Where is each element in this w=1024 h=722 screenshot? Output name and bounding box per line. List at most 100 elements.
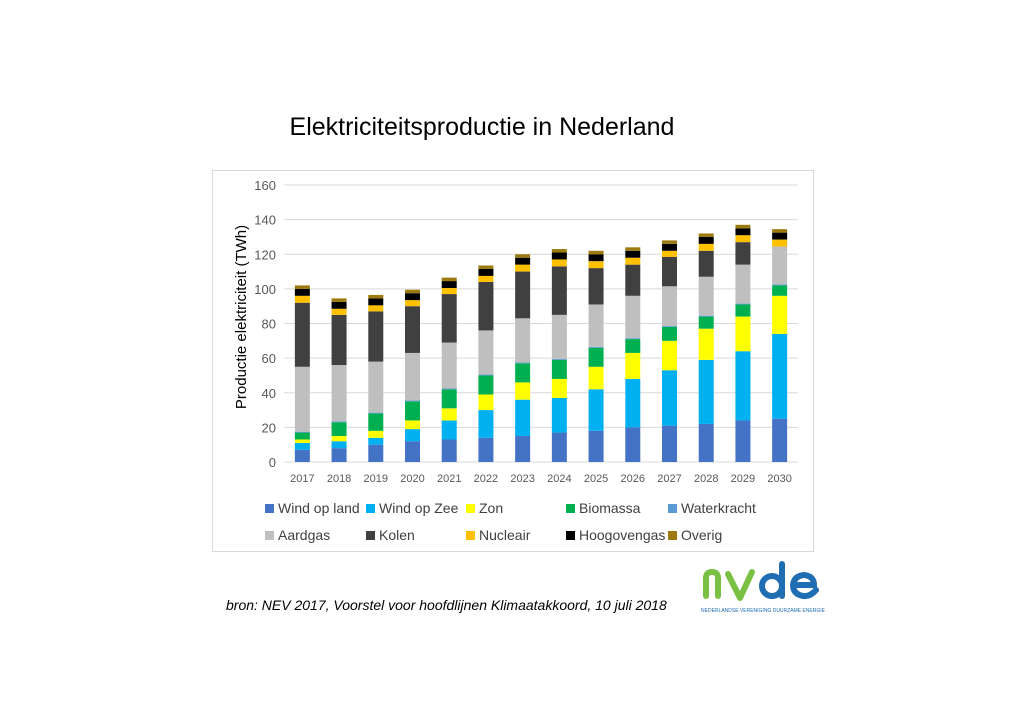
bar-segment — [331, 441, 347, 449]
bar-segment — [331, 422, 347, 437]
bar-segment — [772, 246, 788, 285]
bar-segment — [294, 442, 310, 450]
bar-segment — [368, 294, 384, 299]
bar-segment — [588, 304, 604, 347]
x-tick-label: 2020 — [400, 473, 424, 485]
bar-segment — [515, 399, 531, 437]
x-tick-label: 2027 — [657, 473, 681, 485]
legend-item: Overig — [668, 527, 722, 543]
bar-segment — [772, 418, 788, 462]
bar-segment — [515, 257, 531, 265]
y-tick-label: 100 — [254, 282, 276, 297]
bar-segment — [294, 285, 310, 289]
legend: Wind op land Wind op Zee Zon Biomassa Waterk… — [265, 500, 756, 543]
bar-segment — [625, 295, 641, 339]
bar-segment — [331, 448, 347, 462]
bar-segment — [551, 359, 567, 379]
bar-segment — [735, 228, 751, 236]
legend-label: Wind op Zee — [379, 500, 459, 516]
y-tick-label: 20 — [262, 420, 276, 435]
bar-segment — [588, 347, 604, 367]
bar-segment — [368, 311, 384, 362]
bar-segment — [405, 401, 420, 421]
bar-segment — [772, 239, 788, 247]
bar-segment — [441, 408, 457, 421]
bar-segment — [515, 271, 531, 319]
bar-segment — [625, 427, 641, 462]
bar-segment — [515, 363, 531, 383]
bar-segment — [368, 437, 384, 445]
bar-segment — [588, 430, 604, 462]
bar-segment — [698, 276, 714, 316]
bar-segment — [294, 431, 310, 433]
bar-segment — [735, 351, 751, 421]
x-tick-label: 2018 — [327, 473, 351, 485]
x-tick-label: 2029 — [731, 473, 755, 485]
legend-swatch — [265, 504, 274, 513]
bar-segment — [625, 247, 641, 251]
y-tick-label: 160 — [254, 178, 276, 193]
bar-segment — [441, 277, 457, 282]
bar-stacks — [294, 224, 788, 462]
bar-segment — [405, 441, 420, 462]
bar-segment — [735, 235, 751, 243]
bar-segment — [294, 295, 310, 303]
legend-item: Kolen — [366, 527, 415, 543]
bar-segment — [294, 302, 310, 367]
bar-segment — [478, 281, 494, 331]
bar-segment — [478, 275, 494, 282]
bar-segment — [441, 288, 457, 295]
x-tick-label: 2024 — [547, 473, 571, 485]
x-tick-label: 2023 — [510, 473, 534, 485]
bar-segment — [735, 316, 751, 352]
x-tick-label: 2028 — [694, 473, 718, 485]
bar-segment — [515, 254, 531, 258]
bar-segment — [662, 250, 677, 257]
bar-segment — [478, 268, 494, 276]
bar-segment — [698, 233, 714, 237]
bar-segment — [735, 224, 751, 229]
legend-swatch — [366, 531, 375, 540]
legend-item: Biomassa — [566, 500, 641, 516]
bar-segment — [588, 261, 604, 269]
bar-segment — [441, 420, 457, 440]
legend-swatch — [668, 531, 677, 540]
bar-segment — [588, 389, 604, 431]
bar-segment — [515, 264, 531, 272]
bar-segment — [698, 316, 714, 329]
bar-segment — [368, 412, 384, 414]
bar-segment — [441, 439, 457, 462]
bar-segment — [441, 388, 457, 390]
x-tick-label: 2022 — [474, 473, 498, 485]
legend-item: Waterkracht — [668, 500, 756, 516]
bar-segment — [368, 361, 384, 413]
bar-segment — [588, 254, 604, 262]
legend-swatch — [566, 504, 575, 513]
legend-label: Hoogovengas — [579, 527, 665, 543]
x-tick-label: 2021 — [437, 473, 461, 485]
bar-segment — [662, 240, 677, 244]
legend-item: Wind op land — [265, 500, 360, 516]
bar-segment — [662, 425, 677, 462]
legend-label: Overig — [681, 527, 722, 543]
bar-segment — [515, 362, 531, 364]
bar-segment — [515, 436, 531, 462]
gridlines — [284, 184, 798, 463]
bar-segment — [735, 264, 751, 304]
bar-segment — [331, 436, 347, 442]
bar-segment — [662, 243, 677, 251]
bar-segment — [331, 421, 347, 423]
legend-label: Wind op land — [278, 500, 360, 516]
bar-segment — [735, 303, 751, 305]
bar-segment — [698, 250, 714, 277]
bar-segment — [772, 285, 788, 296]
bar-segment — [735, 420, 751, 462]
legend-label: Waterkracht — [681, 500, 756, 516]
legend-swatch — [566, 531, 575, 540]
bar-segment — [698, 315, 714, 317]
bar-segment — [441, 294, 457, 343]
bar-segment — [331, 314, 347, 366]
bar-segment — [698, 359, 714, 424]
bar-segment — [294, 439, 310, 443]
nvde-logo: NEDERLANDSE VERENIGING DUURZAME ENERGIE — [701, 561, 826, 614]
